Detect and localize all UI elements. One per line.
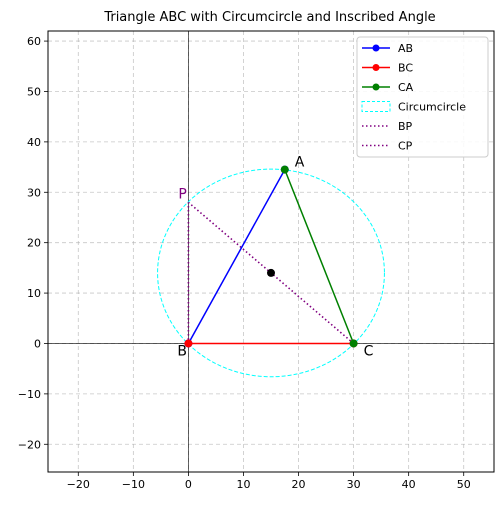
point-label-b: B: [177, 343, 187, 359]
y-tick-label: −10: [18, 388, 41, 401]
chart-title: Triangle ABC with Circumcircle and Inscr…: [103, 10, 435, 25]
x-tick-label: 50: [457, 478, 471, 491]
legend-marker: [372, 64, 380, 71]
y-tick-label: 60: [27, 35, 41, 48]
x-tick-label: −10: [122, 478, 145, 491]
point-label-c: C: [364, 343, 374, 359]
x-tick-label: 40: [402, 478, 416, 491]
y-tick-label: 10: [27, 287, 41, 300]
point-label-a: A: [295, 155, 305, 171]
legend-box: [356, 36, 489, 158]
legend-entry: BP: [398, 120, 413, 133]
marker-ca: [280, 165, 289, 174]
legend-entry: CA: [398, 81, 414, 94]
plot-data: A B C P: [157, 155, 385, 378]
y-tick-label: 40: [27, 136, 41, 149]
y-tick-label: 30: [27, 186, 41, 199]
marker-bc: [184, 339, 193, 348]
legend-entry: Circumcircle: [398, 101, 466, 114]
legend: AB BC CA Circumcircle BP CP: [356, 36, 489, 158]
y-tick-label: 0: [34, 337, 41, 350]
legend-swatch: [361, 101, 391, 112]
x-tick-label: 0: [185, 478, 192, 491]
legend-marker: [372, 44, 380, 52]
legend-marker: [372, 83, 380, 91]
series-ca: [284, 169, 355, 344]
x-tick-label: 20: [292, 478, 306, 491]
y-tick-label: −20: [18, 438, 41, 451]
x-tick-label: 30: [347, 478, 361, 491]
x-tick-label: 10: [236, 478, 250, 491]
series-ab: [187, 169, 286, 344]
circumcircle-series: [157, 168, 385, 378]
x-tick-label: −20: [67, 478, 90, 491]
marker-ca: [349, 339, 358, 348]
y-tick-label: 20: [27, 237, 41, 250]
circumcenter-point: [267, 268, 275, 277]
legend-entry: AB: [398, 42, 413, 55]
plot-frame: [47, 30, 495, 473]
ticks: −20 −10 0 10 20 30 40 50 −20 −10 0 10 20 30 40 50 60: [18, 35, 471, 491]
legend-entry: BC: [398, 62, 413, 75]
legend-entry: CP: [398, 140, 413, 153]
point-label-p: P: [178, 186, 186, 202]
y-tick-label: 50: [27, 85, 41, 98]
